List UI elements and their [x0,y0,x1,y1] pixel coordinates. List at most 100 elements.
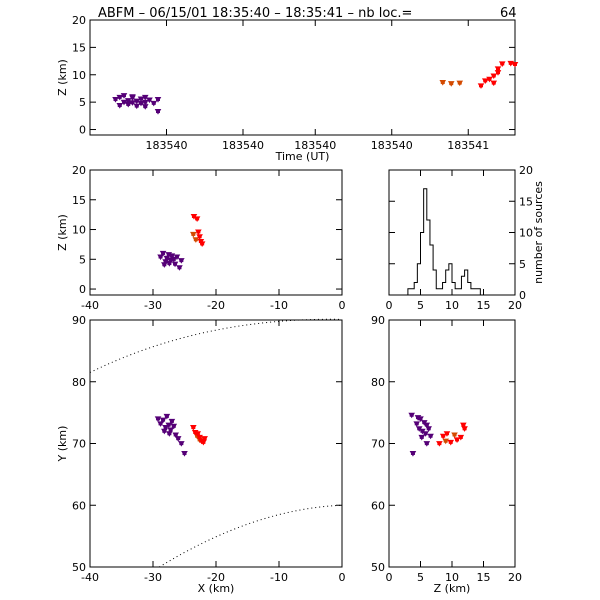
x-tick-label: 0 [339,571,346,584]
data-point [169,254,174,258]
y-tick-label: 15 [72,194,86,207]
data-point [420,429,425,433]
data-point [191,232,196,236]
y-tick-label: 0 [79,124,86,137]
data-point [151,101,156,105]
data-point [500,62,505,66]
x-tick-label: -20 [207,299,225,312]
x-axis-label: Time (UT) [275,150,330,163]
data-point [487,77,492,81]
data-point [415,415,420,420]
data-point [134,104,139,108]
range-arc [89,318,343,373]
y-tick-label: 70 [371,438,385,451]
source-count: 64 [500,6,517,21]
data-point [164,256,169,260]
data-point [173,433,178,437]
data-point [167,261,172,266]
data-point [156,97,160,102]
data-point [449,81,454,86]
data-point [147,98,152,102]
data-point [444,432,449,436]
y-tick-label: 15 [72,41,86,54]
data-point [197,235,202,239]
y-tick-label: 0 [79,283,86,296]
data-point [143,104,148,109]
y-tick-label: 80 [371,376,385,389]
data-point [437,441,442,446]
y-tick-label: 10 [519,227,533,240]
data-point [191,425,196,430]
data-point [513,62,517,66]
data-point [197,435,202,439]
data-point [409,413,414,417]
data-point [163,260,168,264]
data-point [177,266,182,270]
data-point [410,451,415,455]
data-point [423,432,428,436]
data-point [171,257,176,261]
data-point [440,80,445,85]
data-point [122,93,126,98]
data-point [158,422,163,426]
y-tick-label: 90 [371,314,385,327]
data-point [443,439,448,443]
x-tick-label: 0 [339,299,346,312]
data-point [130,101,135,105]
y-tick-label: 10 [72,224,86,237]
panels: 183540 183540 183540 183540 183541 0 5 10 15 20 Ti… [56,14,545,595]
data-point [424,423,429,427]
data-point [179,441,184,446]
data-point [166,423,171,427]
x-tick-label: -30 [144,571,162,584]
data-point [417,427,422,431]
data-point [195,432,200,436]
x-tick-label: 20 [508,571,522,584]
x-tick-label: -40 [81,299,99,312]
data-point [455,438,460,442]
data-point [448,440,453,444]
data-point [182,451,187,455]
y-tick-label: 50 [72,561,86,574]
panel-time-height: 183540 183540 183540 183540 183541 0 5 10 15 20 Ti… [56,14,519,163]
histogram-bars [407,188,515,296]
data-point [419,435,424,439]
data-point [113,97,118,102]
data-point [458,435,463,439]
x-axis-label: Z (km) [434,582,471,595]
y-tick-label: 70 [72,438,86,451]
data-point [508,61,513,65]
panel-x-z: -40 -30 -20 -10 0 0 5 10 15 20 Z (km) [56,164,346,312]
data-point [163,425,168,430]
plot-frame [89,319,343,568]
data-point [156,109,160,114]
y-tick-label: 15 [519,195,533,208]
x-tick-label: 20 [508,299,522,312]
data-point [174,255,179,259]
x-tick-label: -30 [144,299,162,312]
data-point [452,433,457,437]
data-point [171,424,176,428]
data-point [139,101,143,105]
y-tick-label: 60 [371,499,385,512]
x-tick-label: 10 [445,571,459,584]
x-tick-label: -10 [270,571,288,584]
x-tick-label: 183540 [222,139,264,152]
x-tick-label: 183540 [146,139,188,152]
data-point [457,81,462,85]
y-tick-label: 50 [371,561,385,574]
data-point [162,263,167,267]
data-point [139,97,143,101]
data-point [426,427,431,431]
data-point [491,74,496,78]
data-point [479,84,483,88]
y-tick-label: 5 [519,258,526,271]
y-axis-label: number of sources [532,181,545,284]
data-point [168,428,173,432]
data-point [424,441,429,446]
data-point [117,95,122,99]
data-point [200,242,205,246]
data-point [491,81,496,85]
y-tick-label: 10 [72,69,86,82]
